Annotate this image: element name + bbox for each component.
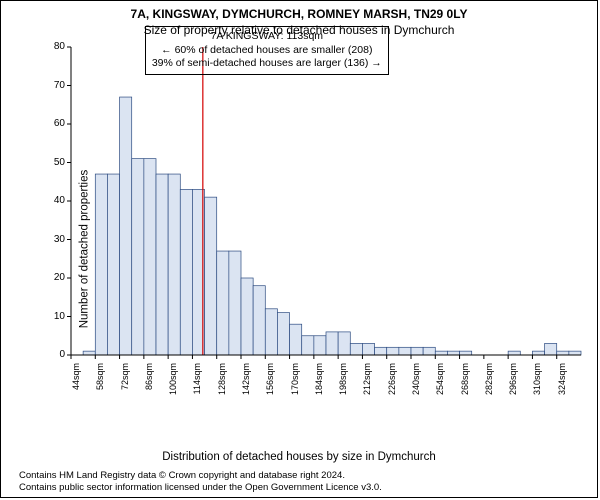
chart-svg — [47, 41, 587, 411]
y-tick-label: 70 — [45, 80, 65, 91]
x-tick-label: 254sqm — [435, 363, 445, 407]
chart-frame: 7A, KINGSWAY, DYMCHURCH, ROMNEY MARSH, T… — [0, 0, 598, 498]
x-tick-label: 282sqm — [484, 363, 494, 407]
x-axis-label: Distribution of detached houses by size … — [1, 451, 597, 463]
copyright-text: Contains HM Land Registry data © Crown c… — [19, 470, 382, 493]
x-tick-label: 100sqm — [168, 363, 178, 407]
chart-title-address: 7A, KINGSWAY, DYMCHURCH, ROMNEY MARSH, T… — [1, 7, 597, 21]
x-tick-label: 184sqm — [314, 363, 324, 407]
x-tick-label: 86sqm — [144, 363, 154, 407]
x-tick-label: 156sqm — [265, 363, 275, 407]
x-tick-label: 268sqm — [460, 363, 470, 407]
x-tick-label: 324sqm — [557, 363, 567, 407]
annotation-line3: 39% of semi-detached houses are larger (… — [152, 57, 382, 71]
x-tick-label: 226sqm — [387, 363, 397, 407]
x-tick-label: 128sqm — [217, 363, 227, 407]
y-tick-label: 80 — [45, 41, 65, 52]
y-tick-label: 40 — [45, 195, 65, 206]
x-tick-label: 198sqm — [338, 363, 348, 407]
x-tick-label: 58sqm — [95, 363, 105, 407]
x-tick-label: 212sqm — [362, 363, 372, 407]
x-tick-label: 142sqm — [241, 363, 251, 407]
copyright-line2: Contains public sector information licen… — [19, 482, 382, 493]
y-tick-label: 30 — [45, 234, 65, 245]
y-tick-label: 50 — [45, 157, 65, 168]
plot-area: 0 10 20 30 40 50 60 70 80 44sqm 58sqm 72sqm 86sqm 10… — [47, 41, 587, 411]
annotation-box: 7A KINGSWAY: 113sqm ← 60% of detached ho… — [145, 26, 389, 75]
x-tick-label: 72sqm — [120, 363, 130, 407]
y-tick-label: 0 — [45, 349, 65, 360]
y-tick-label: 20 — [45, 272, 65, 283]
annotation-line2: ← 60% of detached houses are smaller (20… — [152, 44, 382, 58]
x-tick-label: 296sqm — [508, 363, 518, 407]
x-tick-label: 310sqm — [532, 363, 542, 407]
x-tick-label: 114sqm — [192, 363, 202, 407]
copyright-line1: Contains HM Land Registry data © Crown c… — [19, 470, 382, 481]
x-tick-label: 170sqm — [290, 363, 300, 407]
y-tick-label: 60 — [45, 118, 65, 129]
annotation-line1: 7A KINGSWAY: 113sqm — [152, 30, 382, 44]
y-tick-label: 10 — [45, 311, 65, 322]
x-tick-label: 240sqm — [411, 363, 421, 407]
x-tick-label: 44sqm — [71, 363, 81, 407]
